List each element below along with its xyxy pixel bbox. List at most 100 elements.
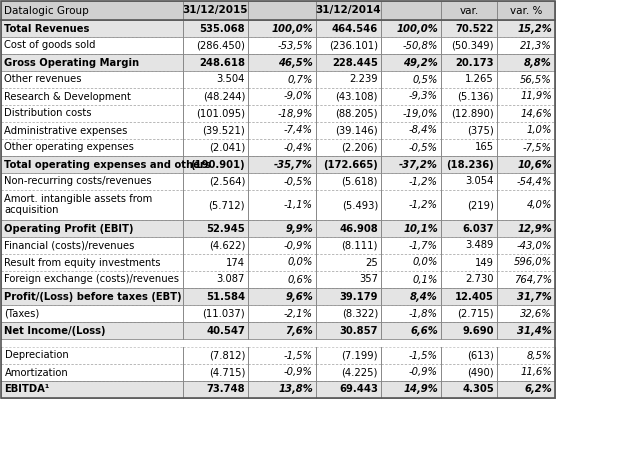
Text: (4.225): (4.225): [341, 367, 378, 377]
Text: -0,9%: -0,9%: [409, 367, 438, 377]
Text: 0,0%: 0,0%: [288, 257, 313, 267]
Text: Financial (costs)/revenues: Financial (costs)/revenues: [4, 241, 135, 251]
Text: 51.584: 51.584: [206, 291, 245, 301]
Text: 6,2%: 6,2%: [524, 385, 552, 395]
Text: (11.037): (11.037): [202, 309, 245, 319]
Text: 14,6%: 14,6%: [520, 109, 552, 118]
Bar: [1, 237, 555, 254]
Text: Amortization: Amortization: [4, 367, 68, 377]
Text: 31/12/2015: 31/12/2015: [183, 5, 248, 15]
Text: 4,0%: 4,0%: [527, 200, 552, 210]
Text: 31/12/2014: 31/12/2014: [316, 5, 381, 15]
Text: (48.244): (48.244): [203, 92, 245, 102]
Text: 0,6%: 0,6%: [288, 275, 313, 285]
Text: -9,0%: -9,0%: [284, 92, 313, 102]
Text: 30.857: 30.857: [339, 326, 378, 336]
Text: -7,5%: -7,5%: [523, 143, 552, 153]
Text: (50.349): (50.349): [452, 40, 494, 50]
Text: 39.179: 39.179: [339, 291, 378, 301]
Text: 8,4%: 8,4%: [410, 291, 438, 301]
Text: 8,8%: 8,8%: [524, 58, 552, 68]
Bar: [183, 1, 248, 20]
Text: Administrative expenses: Administrative expenses: [4, 125, 128, 135]
Text: (286.450): (286.450): [196, 40, 245, 50]
Text: Net Income/(Loss): Net Income/(Loss): [4, 326, 106, 336]
Text: 9,6%: 9,6%: [285, 291, 313, 301]
Text: 21,3%: 21,3%: [520, 40, 552, 50]
Text: (39.521): (39.521): [202, 125, 245, 135]
Text: 49,2%: 49,2%: [403, 58, 438, 68]
Text: 0,1%: 0,1%: [412, 275, 438, 285]
Bar: [1, 254, 555, 271]
Text: -1,7%: -1,7%: [409, 241, 438, 251]
Text: 52.945: 52.945: [207, 223, 245, 233]
Text: -1,5%: -1,5%: [284, 350, 313, 360]
Text: -1,2%: -1,2%: [409, 200, 438, 210]
Text: -1,8%: -1,8%: [409, 309, 438, 319]
Text: (7.812): (7.812): [208, 350, 245, 360]
Text: (2.564): (2.564): [208, 177, 245, 187]
Text: 46.908: 46.908: [339, 223, 378, 233]
Text: (5.618): (5.618): [341, 177, 378, 187]
Bar: [316, 1, 381, 20]
Text: -0,4%: -0,4%: [284, 143, 313, 153]
Text: 535.068: 535.068: [200, 24, 245, 34]
Text: 25: 25: [365, 257, 378, 267]
Text: (4.715): (4.715): [208, 367, 245, 377]
Text: 10,1%: 10,1%: [403, 223, 438, 233]
Text: Other revenues: Other revenues: [4, 74, 82, 84]
Text: 149: 149: [475, 257, 494, 267]
Text: Profit/(Loss) before taxes (EBT): Profit/(Loss) before taxes (EBT): [4, 291, 182, 301]
Text: 10,6%: 10,6%: [517, 159, 552, 169]
Text: Other operating expenses: Other operating expenses: [4, 143, 134, 153]
Text: 248.618: 248.618: [199, 58, 245, 68]
Text: -54,4%: -54,4%: [517, 177, 552, 187]
Text: 357: 357: [359, 275, 378, 285]
Text: -43,0%: -43,0%: [517, 241, 552, 251]
Text: 8,5%: 8,5%: [527, 350, 552, 360]
Text: 3.054: 3.054: [466, 177, 494, 187]
Text: 40.547: 40.547: [206, 326, 245, 336]
Text: (490): (490): [467, 367, 494, 377]
Text: 1,0%: 1,0%: [527, 125, 552, 135]
Text: 3.504: 3.504: [217, 74, 245, 84]
Text: 165: 165: [475, 143, 494, 153]
Text: -9,3%: -9,3%: [409, 92, 438, 102]
Bar: [1, 88, 555, 105]
Text: Total operating expenses and others: Total operating expenses and others: [4, 159, 212, 169]
Text: 3.087: 3.087: [217, 275, 245, 285]
Text: 69.443: 69.443: [339, 385, 378, 395]
Text: Amort. intangible assets from: Amort. intangible assets from: [4, 194, 153, 204]
Bar: [1, 173, 555, 190]
Text: -0,9%: -0,9%: [284, 241, 313, 251]
Bar: [1, 122, 555, 139]
Text: -7,4%: -7,4%: [284, 125, 313, 135]
Text: 2.239: 2.239: [349, 74, 378, 84]
Bar: [1, 364, 555, 381]
Text: 46,5%: 46,5%: [278, 58, 313, 68]
Text: 56,5%: 56,5%: [520, 74, 552, 84]
Text: Research & Development: Research & Development: [4, 92, 132, 102]
Bar: [1, 322, 555, 339]
Text: (101.095): (101.095): [196, 109, 245, 118]
Bar: [381, 1, 441, 20]
Bar: [1, 305, 555, 322]
Text: Cost of goods sold: Cost of goods sold: [4, 40, 96, 50]
Text: -1,1%: -1,1%: [284, 200, 313, 210]
Text: 9.690: 9.690: [462, 326, 494, 336]
Text: -19,0%: -19,0%: [402, 109, 438, 118]
Bar: [1, 139, 555, 156]
Text: (5.712): (5.712): [208, 200, 245, 210]
Bar: [441, 1, 497, 20]
Bar: [248, 1, 316, 20]
Text: 32,6%: 32,6%: [520, 309, 552, 319]
Text: 12.405: 12.405: [455, 291, 494, 301]
Text: Datalogic Group: Datalogic Group: [4, 5, 89, 15]
Text: (12.890): (12.890): [451, 109, 494, 118]
Bar: [1, 339, 555, 347]
Text: 15,2%: 15,2%: [517, 24, 552, 34]
Bar: [1, 156, 555, 173]
Text: (18.236): (18.236): [446, 159, 494, 169]
Text: Operating Profit (EBIT): Operating Profit (EBIT): [4, 223, 134, 233]
Text: 0,0%: 0,0%: [412, 257, 438, 267]
